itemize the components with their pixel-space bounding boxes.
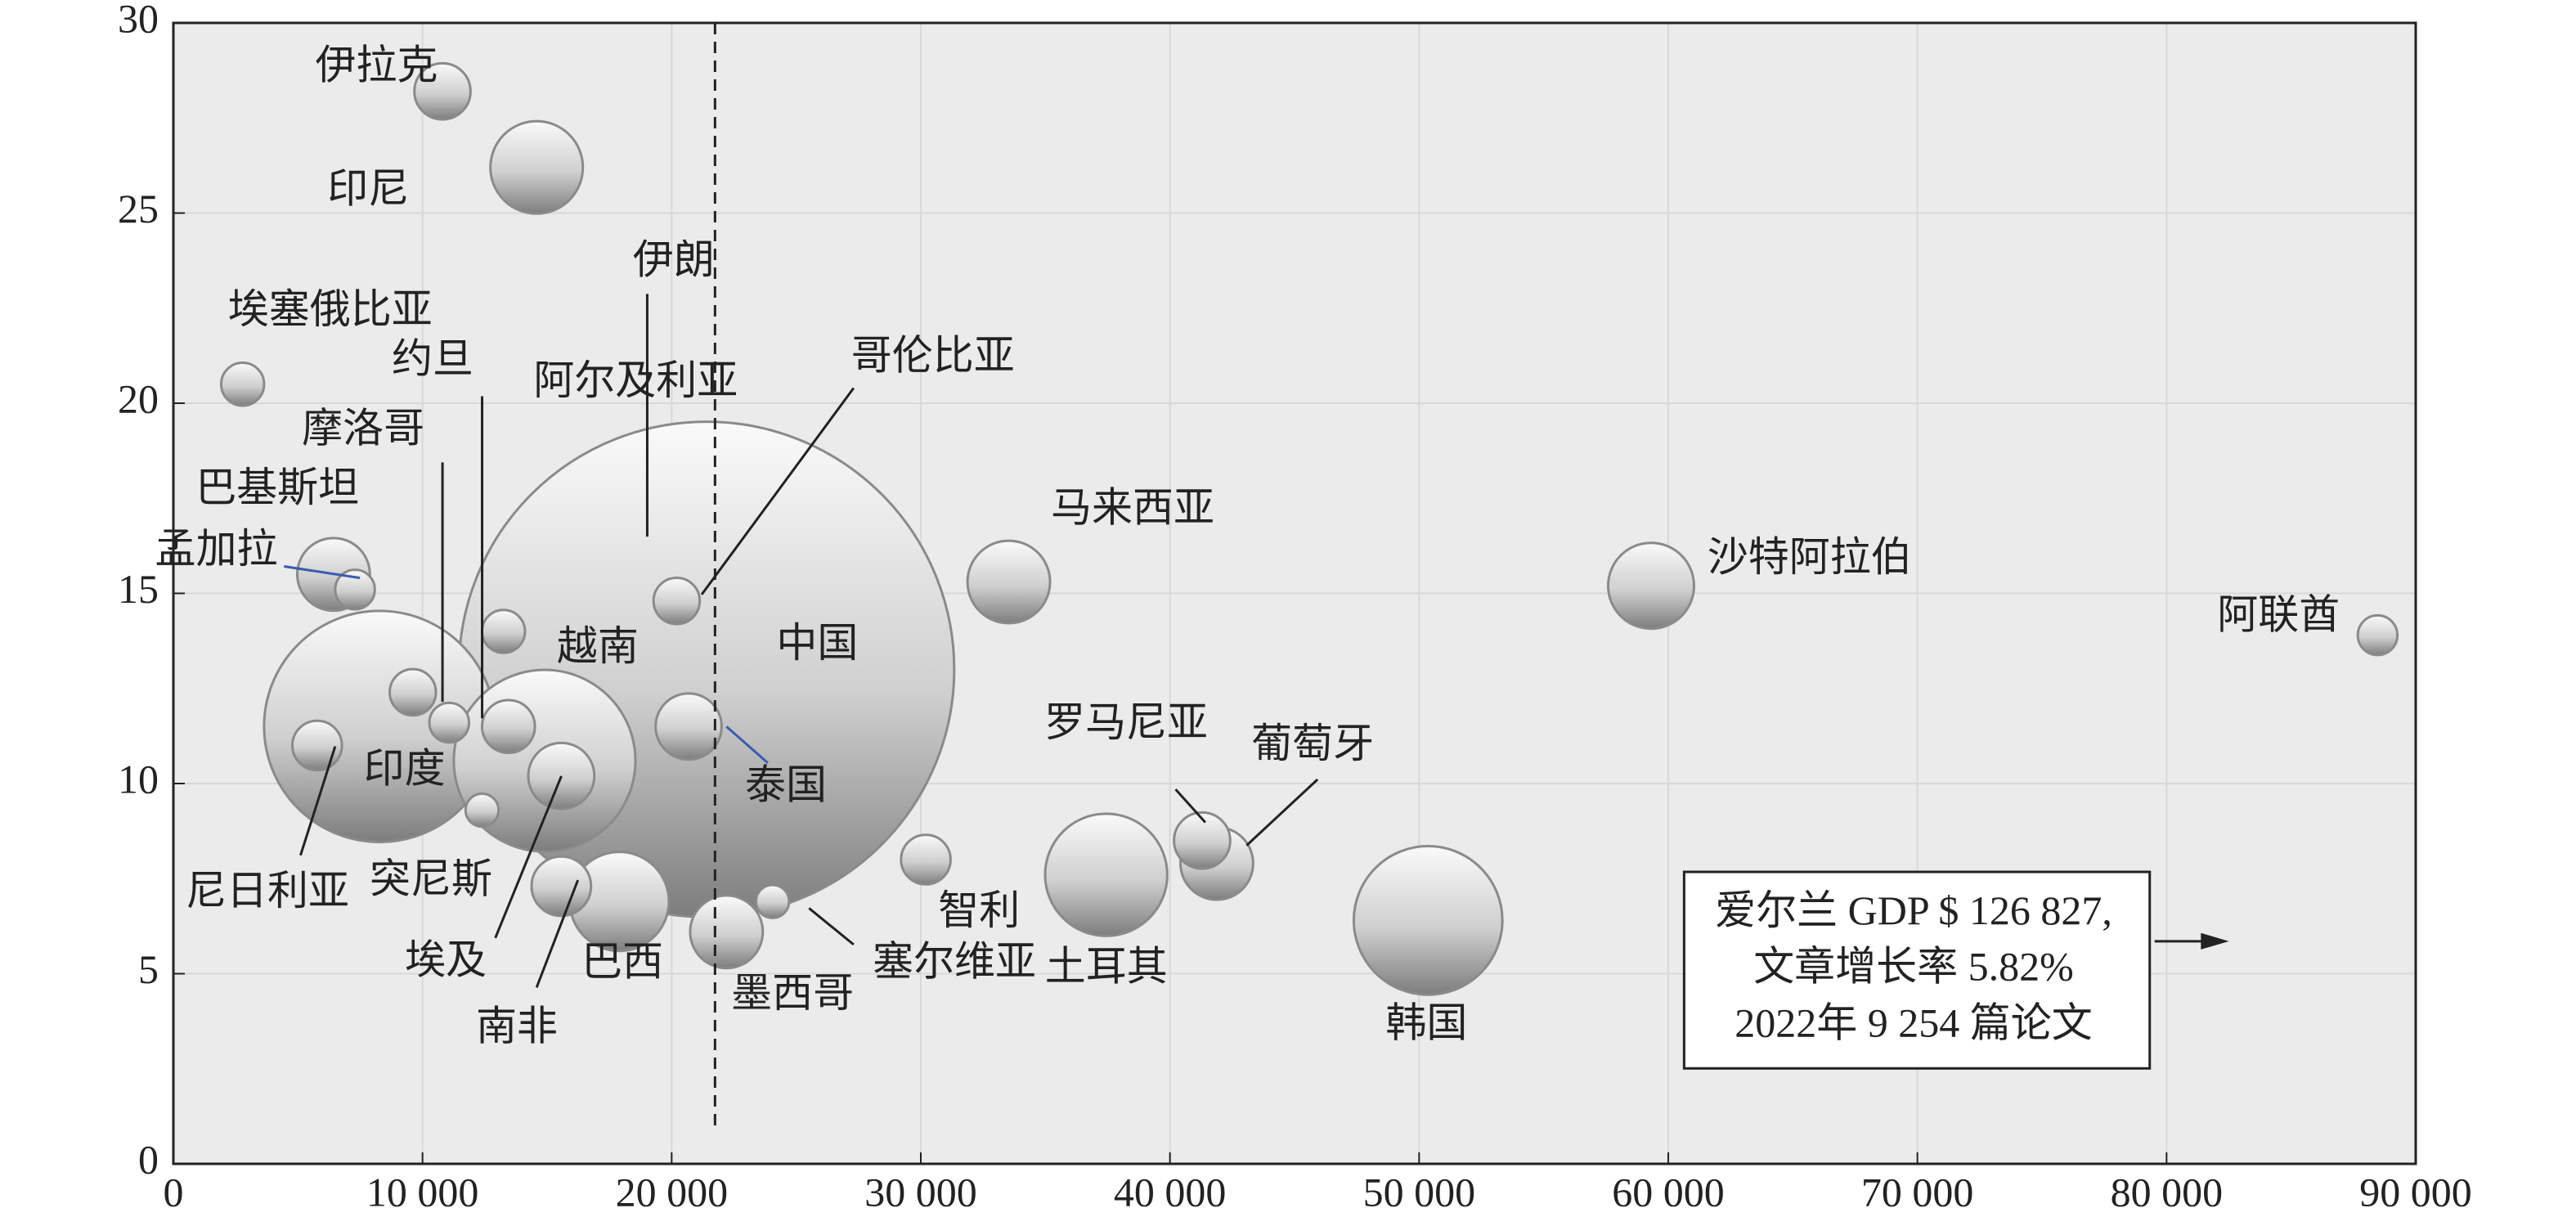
- bubble: [755, 883, 791, 919]
- bubble: [530, 855, 593, 918]
- x-tick-label: 20 000: [616, 1169, 729, 1215]
- bubble: [527, 741, 596, 811]
- leader-line: [725, 725, 769, 764]
- point-label: 巴西: [581, 939, 663, 985]
- x-tick-label: 40 000: [1114, 1169, 1227, 1215]
- point-label: 罗马尼亚: [1044, 699, 1208, 745]
- bubble: [219, 362, 266, 407]
- point-label: 葡萄牙: [1251, 721, 1374, 766]
- leader-line: [299, 746, 337, 856]
- leader-line: [494, 775, 563, 939]
- point-label: 巴基斯坦: [195, 465, 359, 510]
- bubble: [1043, 812, 1169, 937]
- point-label: 南非: [476, 1003, 558, 1049]
- y-tick-label: 20: [118, 375, 159, 421]
- y-tick-label: 0: [138, 1136, 159, 1182]
- x-tick-label: 90 000: [2359, 1169, 2472, 1215]
- point-label: 土耳其: [1045, 944, 1168, 990]
- point-label: 智利: [938, 887, 1020, 933]
- x-tick-label: 70 000: [1861, 1169, 1974, 1215]
- leader-line: [1245, 778, 1319, 847]
- point-label: 韩国: [1385, 999, 1467, 1045]
- bubble: [966, 539, 1052, 625]
- point-label: 中国: [776, 620, 858, 666]
- point-label: 墨西哥: [731, 970, 854, 1016]
- leader-line: [808, 907, 855, 946]
- bubble: [900, 833, 952, 886]
- bubble: [464, 792, 500, 829]
- point-label: 摩洛哥: [302, 405, 424, 451]
- y-tick-label: 5: [138, 946, 159, 992]
- point-label: 埃塞俄比亚: [228, 286, 433, 332]
- bubble: [334, 568, 376, 611]
- point-label: 埃及: [405, 937, 487, 983]
- point-label: 伊朗: [633, 237, 715, 283]
- point-label: 突尼斯: [370, 856, 492, 902]
- leader-line: [284, 565, 361, 580]
- point-label: 印尼: [327, 166, 409, 212]
- x-tick-label: 10 000: [366, 1169, 479, 1215]
- point-label: 马来西亚: [1051, 484, 1214, 530]
- point-label: 阿尔及利亚: [533, 357, 738, 403]
- point-label: 阿联酋: [2217, 592, 2340, 638]
- bubble: [2356, 613, 2399, 657]
- x-tick-label: 30 000: [864, 1169, 977, 1215]
- annotation-text: 文章增长率 5.82%: [1753, 944, 2074, 990]
- bubble: [654, 692, 723, 761]
- y-tick-label: 30: [118, 0, 159, 41]
- leader-line: [1174, 788, 1206, 824]
- point-label: 约旦: [392, 336, 473, 382]
- y-tick-label: 15: [118, 566, 159, 612]
- bubble: [1173, 811, 1232, 870]
- annotation-text: 2022年 9 254 篇论文: [1735, 999, 2093, 1045]
- bubble: [489, 119, 585, 215]
- bubble: [480, 698, 536, 755]
- point-label: 印度: [364, 745, 446, 791]
- point-label: 伊拉克: [315, 42, 438, 88]
- x-tick-label: 50 000: [1363, 1169, 1476, 1215]
- bubble: [428, 701, 470, 744]
- annotation-box: [1682, 870, 2152, 1070]
- point-label: 孟加拉: [155, 526, 277, 572]
- point-label: 塞尔维亚: [873, 939, 1036, 985]
- bubble: [413, 61, 472, 121]
- point-label: 越南: [557, 623, 639, 669]
- bubble: [1352, 845, 1504, 996]
- annotation-text: 爱尔兰 GDP $ 126 827,: [1715, 887, 2112, 933]
- bubble: [480, 609, 527, 654]
- x-tick-label: 60 000: [1612, 1169, 1725, 1215]
- point-label: 哥伦比亚: [851, 333, 1015, 379]
- bubble: [388, 667, 438, 717]
- bubble: [291, 719, 343, 772]
- leader-line: [700, 387, 855, 595]
- x-tick-label: 80 000: [2111, 1169, 2224, 1215]
- plot-frame: [172, 21, 2417, 1165]
- point-label: 泰国: [745, 762, 827, 808]
- y-tick-label: 10: [118, 756, 159, 802]
- y-tick-label: 25: [118, 186, 159, 231]
- point-label: 尼日利亚: [186, 868, 349, 914]
- leader-line: [535, 879, 580, 988]
- point-label: 沙特阿拉伯: [1708, 534, 1912, 580]
- arrow-head: [2201, 932, 2229, 950]
- x-tick-label: 0: [164, 1169, 184, 1215]
- bubble: [689, 894, 765, 970]
- bubble: [652, 577, 702, 626]
- bubble: [1606, 541, 1695, 631]
